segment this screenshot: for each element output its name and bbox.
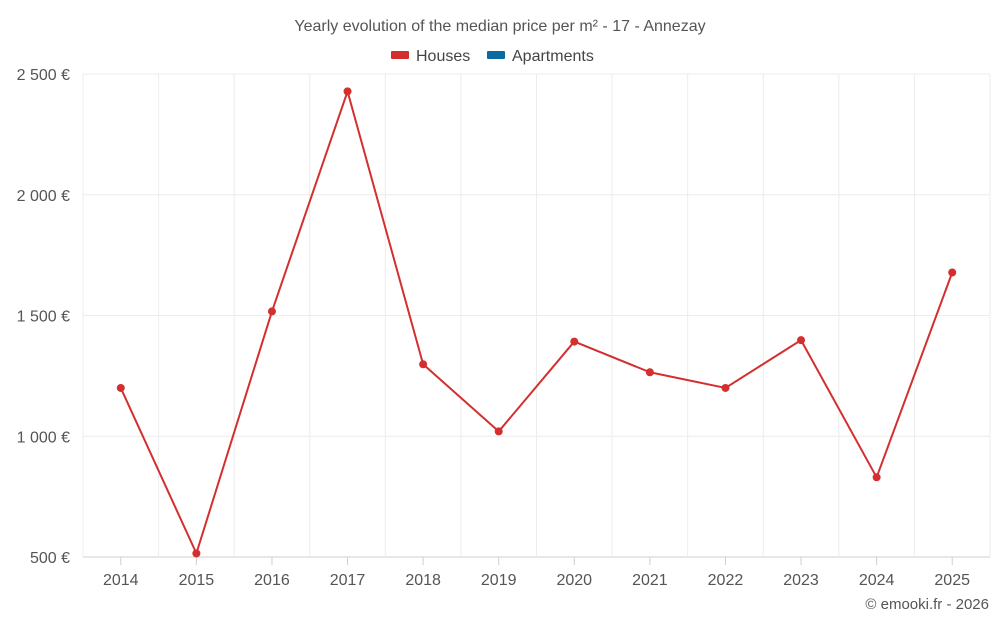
- data-point-houses: [192, 549, 201, 558]
- y-axis: 500 € 1 000 € 1 500 € 2 000 € 2 500 €: [17, 67, 70, 567]
- y-tick-label: 1 000 €: [17, 429, 70, 446]
- x-tick-label: 2020: [556, 572, 592, 589]
- grid: [82, 73, 991, 558]
- y-tick-label: 1 500 €: [17, 309, 70, 326]
- data-point-houses: [721, 383, 730, 392]
- data-point-houses: [419, 360, 428, 369]
- y-tick-label: 500 €: [30, 550, 70, 567]
- x-tick-label: 2014: [103, 572, 139, 589]
- x-tick-label: 2017: [330, 572, 366, 589]
- legend-item-apartments[interactable]: Apartments: [487, 48, 594, 65]
- data-point-houses: [948, 268, 957, 277]
- chart-title: Yearly evolution of the median price per…: [294, 18, 705, 35]
- x-tick-label: 2025: [934, 572, 970, 589]
- data-point-houses: [494, 427, 503, 436]
- legend-swatch-houses: [391, 51, 409, 59]
- legend: Houses Apartments: [391, 48, 594, 65]
- data-point-houses: [570, 337, 579, 346]
- series-houses: [116, 87, 957, 558]
- legend-label-houses: Houses: [416, 48, 470, 65]
- data-point-houses: [645, 368, 654, 377]
- legend-item-houses[interactable]: Houses: [391, 48, 470, 65]
- x-tick-label: 2016: [254, 572, 290, 589]
- data-point-houses: [267, 307, 276, 316]
- data-point-houses: [116, 383, 125, 392]
- legend-swatch-apartments: [487, 51, 505, 59]
- series-line-houses: [119, 90, 954, 555]
- x-tick-label: 2018: [405, 572, 441, 589]
- x-tick-label: 2021: [632, 572, 668, 589]
- x-tick-label: 2022: [708, 572, 744, 589]
- x-tick-label: 2024: [859, 572, 895, 589]
- x-tick-label: 2019: [481, 572, 517, 589]
- y-tick-label: 2 500 €: [17, 67, 70, 84]
- legend-label-apartments: Apartments: [512, 48, 594, 65]
- x-tick-label: 2015: [179, 572, 215, 589]
- data-point-houses: [343, 87, 352, 96]
- credit-text: © emooki.fr - 2026: [865, 596, 989, 613]
- y-tick-label: 2 000 €: [17, 188, 70, 205]
- data-point-houses: [872, 473, 881, 482]
- x-tick-label: 2023: [783, 572, 819, 589]
- data-point-houses: [797, 336, 806, 345]
- x-axis: 2014 2015 2016 2017 2018 2019 2020 2021 2022 2023…: [103, 557, 970, 589]
